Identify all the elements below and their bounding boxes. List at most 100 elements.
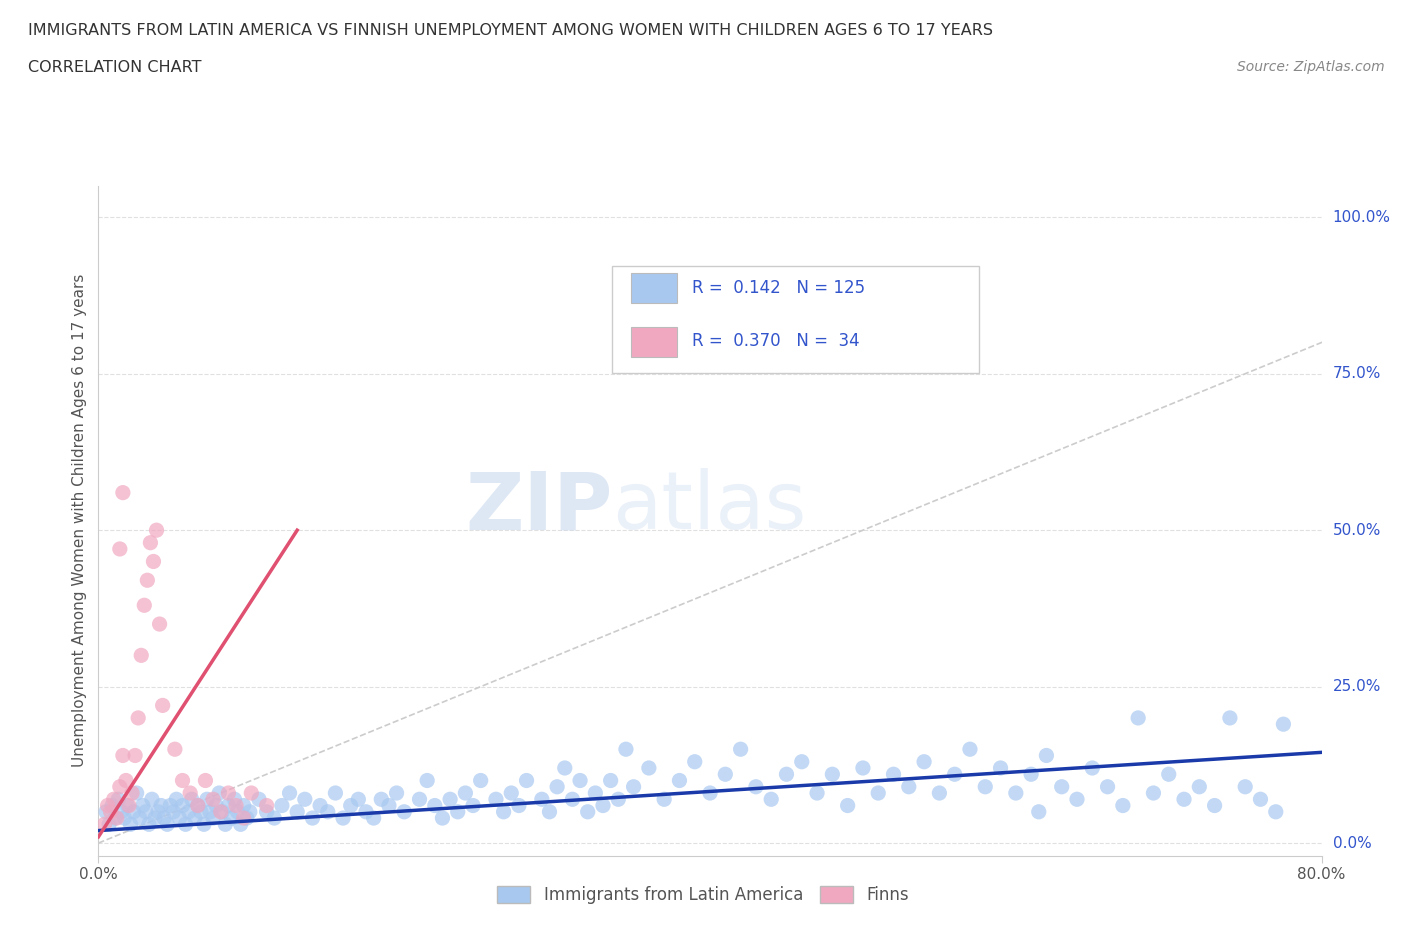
- Point: [235, 811, 257, 826]
- Point: [370, 791, 392, 806]
- Point: [614, 742, 637, 757]
- Point: [256, 804, 278, 819]
- Point: [354, 804, 377, 819]
- Point: [198, 804, 221, 819]
- Point: [447, 804, 470, 819]
- Point: [108, 541, 131, 556]
- Point: [837, 798, 859, 813]
- Text: atlas: atlas: [612, 469, 807, 547]
- Point: [145, 523, 167, 538]
- Point: [105, 811, 128, 826]
- Point: [115, 773, 138, 788]
- Point: [187, 798, 209, 813]
- Point: [806, 786, 828, 801]
- Point: [217, 798, 239, 813]
- Point: [247, 791, 270, 806]
- Point: [232, 811, 254, 826]
- Text: 0.0%: 0.0%: [1333, 835, 1371, 851]
- Point: [101, 798, 124, 813]
- Point: [1264, 804, 1286, 819]
- Bar: [630, 273, 678, 303]
- Point: [135, 804, 157, 819]
- Point: [546, 779, 568, 794]
- Y-axis label: Unemployment Among Women with Children Ages 6 to 17 years: Unemployment Among Women with Children A…: [72, 274, 87, 767]
- Point: [195, 791, 218, 806]
- Text: 75.0%: 75.0%: [1333, 366, 1381, 381]
- Point: [172, 798, 194, 813]
- Point: [229, 817, 252, 831]
- Point: [100, 804, 122, 819]
- Point: [184, 811, 207, 826]
- Point: [127, 711, 149, 725]
- Point: [143, 811, 166, 826]
- Point: [138, 817, 160, 831]
- Text: IMMIGRANTS FROM LATIN AMERICA VS FINNISH UNEMPLOYMENT AMONG WOMEN WITH CHILDREN : IMMIGRANTS FROM LATIN AMERICA VS FINNISH…: [28, 23, 993, 38]
- Point: [1272, 717, 1295, 732]
- Point: [165, 791, 187, 806]
- Point: [554, 761, 576, 776]
- Point: [240, 786, 263, 801]
- Point: [225, 798, 247, 813]
- FancyBboxPatch shape: [612, 266, 979, 374]
- Point: [104, 811, 127, 826]
- Point: [1019, 767, 1042, 782]
- Point: [821, 767, 844, 782]
- Point: [120, 817, 142, 831]
- Point: [117, 798, 139, 813]
- Point: [309, 798, 332, 813]
- Point: [118, 798, 141, 813]
- Point: [423, 798, 446, 813]
- Point: [668, 773, 690, 788]
- Point: [316, 804, 339, 819]
- Point: [1204, 798, 1226, 813]
- Point: [461, 798, 484, 813]
- Point: [1028, 804, 1050, 819]
- Point: [1142, 786, 1164, 801]
- Point: [146, 804, 169, 819]
- Point: [221, 811, 243, 826]
- Point: [156, 817, 179, 831]
- Point: [790, 754, 813, 769]
- Point: [132, 798, 155, 813]
- Point: [1157, 767, 1180, 782]
- Point: [759, 791, 782, 806]
- Text: R =  0.142   N = 125: R = 0.142 N = 125: [692, 279, 865, 297]
- Point: [172, 773, 194, 788]
- Point: [561, 791, 583, 806]
- Point: [285, 804, 308, 819]
- Point: [454, 786, 477, 801]
- Point: [1097, 779, 1119, 794]
- Point: [470, 773, 492, 788]
- Point: [136, 573, 159, 588]
- Point: [897, 779, 920, 794]
- Point: [1004, 786, 1026, 801]
- Point: [187, 798, 209, 813]
- Point: [1219, 711, 1241, 725]
- Point: [538, 804, 561, 819]
- Point: [153, 811, 176, 826]
- Point: [1066, 791, 1088, 806]
- Point: [141, 791, 163, 806]
- Point: [107, 791, 129, 806]
- Point: [111, 485, 134, 500]
- Point: [439, 791, 461, 806]
- Point: [1128, 711, 1150, 725]
- Point: [180, 791, 202, 806]
- Point: [974, 779, 997, 794]
- Point: [112, 811, 135, 826]
- Bar: [630, 326, 678, 357]
- Point: [775, 767, 797, 782]
- Point: [93, 817, 115, 831]
- Point: [110, 804, 132, 819]
- Point: [501, 786, 523, 801]
- Point: [347, 791, 370, 806]
- Point: [1234, 779, 1257, 794]
- Point: [226, 804, 249, 819]
- Point: [256, 798, 278, 813]
- Point: [1188, 779, 1211, 794]
- Point: [912, 754, 935, 769]
- Point: [959, 742, 981, 757]
- Point: [652, 791, 675, 806]
- Point: [1112, 798, 1135, 813]
- Point: [202, 791, 225, 806]
